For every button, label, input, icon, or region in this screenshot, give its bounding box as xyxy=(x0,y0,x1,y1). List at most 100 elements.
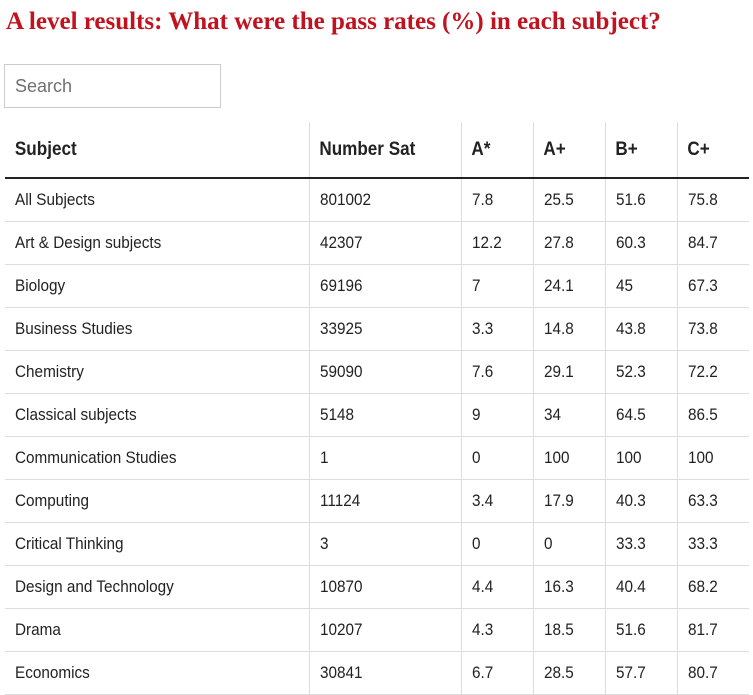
table-body: All Subjects 801002 7.8 25.5 51.6 75.8 Art & D… xyxy=(5,178,749,695)
number-sat-cell: 69196 xyxy=(309,264,462,308)
a-star-cell: 7.8 xyxy=(461,178,534,222)
c-plus-cell: 33.3 xyxy=(677,522,749,566)
b-plus-cell-text: 45 xyxy=(615,276,633,295)
b-plus-cell: 60.3 xyxy=(605,221,678,265)
number-sat-cell: 10870 xyxy=(309,565,462,609)
a-plus-cell-text: 0 xyxy=(543,534,553,553)
number-sat-cell-text: 10870 xyxy=(319,577,363,596)
number-sat-cell: 42307 xyxy=(309,221,462,265)
subject-cell-text: Art & Design subjects xyxy=(15,233,162,252)
a-plus-cell: 24.1 xyxy=(533,264,606,308)
c-plus-cell: 72.2 xyxy=(677,350,749,394)
a-plus-cell-text: 18.5 xyxy=(543,620,574,639)
a-star-cell-text: 3.3 xyxy=(471,319,493,338)
subject-cell: Drama xyxy=(5,608,310,652)
subject-cell: Biology xyxy=(5,264,310,308)
table-row: Critical Thinking 3 0 0 33.3 33.3 xyxy=(5,522,749,566)
b-plus-cell: 100 xyxy=(605,436,678,480)
c-plus-cell-text: 63.3 xyxy=(687,491,718,510)
table-row: Design and Technology 10870 4.4 16.3 40.4 68.… xyxy=(5,565,749,609)
c-plus-cell: 63.3 xyxy=(677,479,749,523)
subject-cell-text: Business Studies xyxy=(15,319,133,338)
c-plus-cell: 80.7 xyxy=(677,651,749,695)
table-row: Biology 69196 7 24.1 45 67.3 xyxy=(5,264,749,308)
table-row: Communication Studies 1 0 100 100 100 xyxy=(5,436,749,480)
subject-cell: Design and Technology xyxy=(5,565,310,609)
a-star-cell: 0 xyxy=(461,522,534,566)
c-plus-cell-text: 84.7 xyxy=(687,233,718,252)
a-star-cell-text: 7 xyxy=(471,276,481,295)
c-plus-cell-text: 100 xyxy=(687,448,714,467)
a-plus-cell: 100 xyxy=(533,436,606,480)
column-header-c-plus[interactable]: C+ xyxy=(677,122,742,179)
a-plus-cell-text: 29.1 xyxy=(543,362,574,381)
c-plus-cell-text: 73.8 xyxy=(687,319,718,338)
subject-cell-text: Economics xyxy=(15,663,90,682)
number-sat-cell-text: 5148 xyxy=(319,405,354,424)
c-plus-cell-text: 33.3 xyxy=(687,534,718,553)
b-plus-cell-text: 40.3 xyxy=(615,491,646,510)
a-star-cell-text: 7.6 xyxy=(471,362,493,381)
c-plus-cell: 68.2 xyxy=(677,565,749,609)
number-sat-cell-text: 801002 xyxy=(319,190,371,209)
a-star-cell: 12.2 xyxy=(461,221,534,265)
header-row: Subject Number Sat A* A+ B+ C+ xyxy=(5,122,749,179)
a-plus-cell: 28.5 xyxy=(533,651,606,695)
number-sat-cell: 59090 xyxy=(309,350,462,394)
c-plus-cell-text: 80.7 xyxy=(687,663,718,682)
b-plus-cell: 51.6 xyxy=(605,178,678,222)
column-header-number-sat[interactable]: Number Sat xyxy=(309,122,447,179)
number-sat-cell: 10207 xyxy=(309,608,462,652)
a-plus-cell-text: 28.5 xyxy=(543,663,574,682)
number-sat-cell: 5148 xyxy=(309,393,462,437)
a-plus-cell-text: 27.8 xyxy=(543,233,574,252)
a-plus-cell: 18.5 xyxy=(533,608,606,652)
b-plus-cell-text: 40.4 xyxy=(615,577,646,596)
number-sat-cell-text: 10207 xyxy=(319,620,363,639)
b-plus-cell: 45 xyxy=(605,264,678,308)
subject-cell-text: Drama xyxy=(15,620,61,639)
a-plus-cell-text: 34 xyxy=(543,405,561,424)
column-header-a-plus[interactable]: A+ xyxy=(533,122,599,179)
b-plus-cell: 40.4 xyxy=(605,565,678,609)
a-star-cell: 3.4 xyxy=(461,479,534,523)
number-sat-cell-text: 33925 xyxy=(319,319,363,338)
subject-cell: Economics xyxy=(5,651,310,695)
b-plus-cell-text: 60.3 xyxy=(615,233,646,252)
table-row: Economics 30841 6.7 28.5 57.7 80.7 xyxy=(5,651,749,695)
search-input[interactable] xyxy=(4,64,221,108)
table-row: Classical subjects 5148 9 34 64.5 86.5 xyxy=(5,393,749,437)
b-plus-cell-text: 43.8 xyxy=(615,319,646,338)
a-plus-cell-text: 24.1 xyxy=(543,276,574,295)
b-plus-cell: 33.3 xyxy=(605,522,678,566)
a-star-cell-text: 4.4 xyxy=(471,577,493,596)
subject-cell-text: Chemistry xyxy=(15,362,84,381)
subject-cell: Classical subjects xyxy=(5,393,310,437)
number-sat-cell: 30841 xyxy=(309,651,462,695)
a-plus-cell: 17.9 xyxy=(533,479,606,523)
a-plus-cell-text: 17.9 xyxy=(543,491,574,510)
subject-cell-text: All Subjects xyxy=(15,190,95,209)
c-plus-cell-text: 86.5 xyxy=(687,405,718,424)
subject-cell: Art & Design subjects xyxy=(5,221,310,265)
column-header-b-plus[interactable]: B+ xyxy=(605,122,671,179)
number-sat-cell: 3 xyxy=(309,522,462,566)
subject-cell-text: Design and Technology xyxy=(15,577,174,596)
b-plus-cell: 52.3 xyxy=(605,350,678,394)
column-header-a-star[interactable]: A* xyxy=(461,122,527,179)
a-plus-cell-text: 14.8 xyxy=(543,319,574,338)
table-row: All Subjects 801002 7.8 25.5 51.6 75.8 xyxy=(5,178,749,222)
subject-cell: Computing xyxy=(5,479,310,523)
subject-cell: Chemistry xyxy=(5,350,310,394)
b-plus-cell: 51.6 xyxy=(605,608,678,652)
c-plus-cell: 67.3 xyxy=(677,264,749,308)
b-plus-cell: 64.5 xyxy=(605,393,678,437)
column-header-subject[interactable]: Subject xyxy=(5,122,280,179)
a-plus-cell-text: 16.3 xyxy=(543,577,574,596)
a-star-cell-text: 12.2 xyxy=(471,233,502,252)
a-plus-cell: 14.8 xyxy=(533,307,606,351)
c-plus-cell: 84.7 xyxy=(677,221,749,265)
c-plus-cell: 73.8 xyxy=(677,307,749,351)
number-sat-cell: 801002 xyxy=(309,178,462,222)
a-star-cell: 0 xyxy=(461,436,534,480)
